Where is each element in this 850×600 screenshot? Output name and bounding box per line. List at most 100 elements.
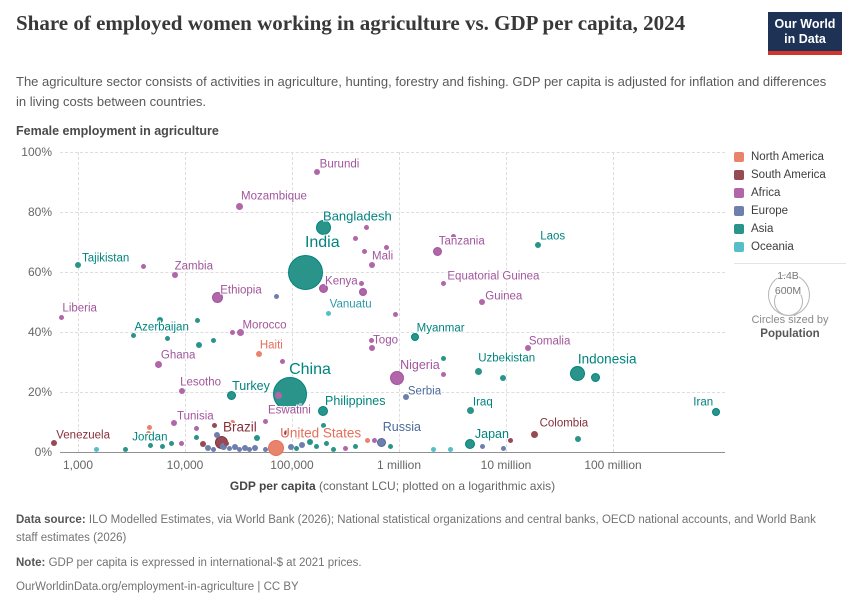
country-label-tunisia[interactable]: Tunisia [177, 410, 214, 423]
data-point-colombia[interactable] [531, 431, 539, 439]
data-point-nigeria[interactable] [390, 370, 405, 385]
country-label-ghana[interactable]: Ghana [160, 349, 196, 362]
country-label-turkey[interactable]: Turkey [232, 378, 270, 393]
data-point-equatorial-guinea[interactable] [440, 280, 446, 286]
data-point[interactable] [160, 443, 166, 449]
data-point-bangladesh[interactable] [315, 219, 331, 235]
data-point-burundi[interactable] [313, 168, 320, 175]
legend-item-oceania[interactable]: Oceania [734, 241, 826, 253]
data-point-eswatini[interactable] [274, 391, 282, 399]
data-point[interactable] [165, 335, 171, 341]
owid-logo[interactable]: Our World in Data [768, 12, 842, 55]
citation-url[interactable]: OurWorldinData.org/employment-in-agricul… [16, 581, 299, 594]
data-point[interactable] [320, 422, 326, 428]
data-point-azerbaijan[interactable] [156, 317, 163, 323]
country-label-laos[interactable]: Laos [540, 230, 566, 243]
data-point[interactable] [237, 447, 243, 453]
data-point-japan[interactable] [464, 438, 475, 449]
data-point-tajikistan[interactable] [75, 261, 81, 268]
country-label-togo[interactable]: Togo [373, 334, 398, 347]
data-point-mozambique[interactable] [235, 202, 243, 210]
data-point-tunisia[interactable] [171, 419, 178, 426]
data-point[interactable] [295, 433, 302, 440]
country-label-burundi[interactable]: Burundi [319, 157, 360, 170]
data-point[interactable] [94, 447, 100, 453]
data-point[interactable] [440, 355, 446, 361]
data-point-kenya[interactable] [318, 284, 328, 293]
data-point[interactable] [359, 280, 365, 286]
data-point[interactable] [364, 438, 370, 444]
data-point[interactable] [440, 371, 446, 377]
data-point-ethiopia[interactable] [211, 292, 223, 303]
data-point[interactable] [242, 445, 249, 452]
data-point[interactable] [362, 249, 368, 255]
country-label-iraq[interactable]: Iraq [472, 396, 493, 409]
data-point[interactable] [591, 372, 601, 382]
country-label-venezuela[interactable]: Venezuela [56, 429, 110, 442]
data-point[interactable] [364, 225, 370, 231]
data-point[interactable] [231, 443, 238, 450]
data-point-iraq[interactable] [467, 407, 475, 415]
data-point[interactable] [500, 445, 506, 451]
country-label-japan[interactable]: Japan [474, 426, 509, 441]
data-point[interactable] [123, 446, 129, 452]
country-label-morocco[interactable]: Morocco [242, 319, 287, 332]
country-label-vanuatu[interactable]: Vanuatu [329, 298, 372, 311]
data-point[interactable] [193, 426, 199, 432]
data-point-philippines[interactable] [318, 405, 329, 416]
data-point-haiti[interactable] [255, 350, 262, 357]
data-point-iran[interactable] [712, 408, 721, 417]
data-point[interactable] [147, 424, 153, 430]
data-point-russia[interactable] [377, 437, 387, 447]
data-point[interactable] [479, 443, 485, 449]
data-point[interactable] [288, 443, 295, 450]
data-point[interactable] [200, 440, 207, 447]
country-label-guinea[interactable]: Guinea [485, 290, 523, 303]
data-point[interactable] [314, 444, 320, 450]
country-label-mali[interactable]: Mali [372, 250, 394, 263]
data-point[interactable] [574, 436, 581, 443]
data-point-serbia[interactable] [402, 394, 409, 401]
data-point[interactable] [507, 438, 513, 444]
data-point[interactable] [146, 430, 152, 436]
data-point[interactable] [141, 263, 147, 269]
data-point[interactable] [210, 337, 216, 343]
data-point[interactable] [294, 445, 300, 451]
data-point[interactable] [306, 439, 313, 446]
country-label-tanzania[interactable]: Tanzania [438, 235, 485, 248]
data-point[interactable] [195, 341, 202, 348]
data-point[interactable] [195, 317, 201, 323]
data-point[interactable] [210, 447, 216, 453]
country-label-ethiopia[interactable]: Ethiopia [220, 283, 262, 296]
country-label-indonesia[interactable]: Indonesia [577, 351, 637, 367]
country-label-united-states[interactable]: United States [280, 424, 362, 440]
data-point[interactable] [220, 442, 228, 450]
country-label-liberia[interactable]: Liberia [62, 302, 97, 315]
data-point[interactable] [330, 446, 336, 452]
legend-item-europe[interactable]: Europe [734, 205, 826, 217]
data-point[interactable] [392, 312, 398, 318]
data-point[interactable] [263, 418, 269, 424]
data-point-india[interactable] [288, 254, 324, 290]
data-point-zambia[interactable] [171, 272, 178, 278]
country-label-bangladesh[interactable]: Bangladesh [323, 208, 392, 224]
data-point-jordan[interactable] [148, 442, 154, 448]
data-point-laos[interactable] [535, 242, 542, 248]
country-label-eswatini[interactable]: Eswatini [268, 404, 311, 417]
data-point-myanmar[interactable] [410, 333, 419, 342]
data-point[interactable] [352, 235, 358, 241]
data-point[interactable] [262, 447, 268, 453]
legend-item-africa[interactable]: Africa [734, 187, 826, 199]
data-point[interactable] [251, 445, 258, 452]
data-point-liberia[interactable] [58, 314, 64, 320]
data-point[interactable] [342, 445, 348, 451]
data-point-turkey[interactable] [226, 390, 236, 400]
data-point[interactable] [212, 423, 218, 429]
data-point[interactable] [230, 329, 236, 335]
data-point[interactable] [253, 434, 260, 441]
data-point[interactable] [500, 374, 507, 381]
country-label-myanmar[interactable]: Myanmar [416, 322, 465, 335]
data-point[interactable] [372, 437, 378, 443]
data-point[interactable] [229, 420, 235, 426]
country-label-uzbekistan[interactable]: Uzbekistan [478, 352, 536, 365]
